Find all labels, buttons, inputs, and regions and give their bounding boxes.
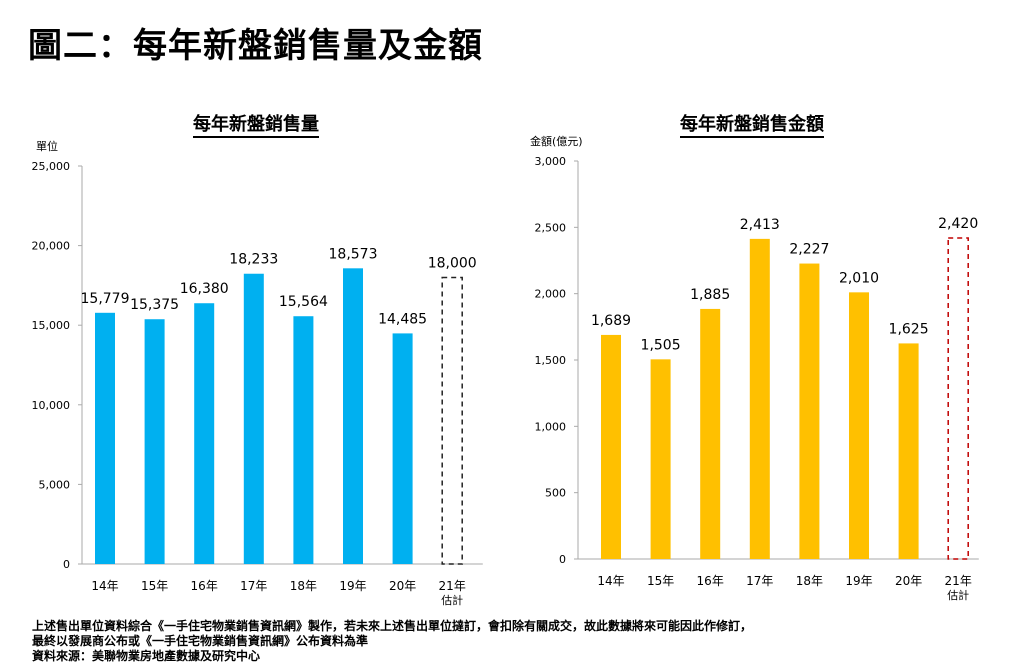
bar xyxy=(293,316,314,564)
data-label: 2,227 xyxy=(789,242,829,258)
data-label: 16,380 xyxy=(180,281,229,297)
bar-estimate xyxy=(441,276,463,565)
x-tick-label: 15年 xyxy=(141,579,168,593)
x-tick-label: 17年 xyxy=(746,574,773,588)
data-label: 15,779 xyxy=(81,291,130,307)
x-tick-label: 18年 xyxy=(290,579,317,593)
bar xyxy=(601,334,621,559)
y-tick-label: 2,500 xyxy=(535,221,567,234)
y-tick-label: 1,000 xyxy=(535,420,567,433)
y-tick-label: 1,500 xyxy=(535,354,567,367)
bar xyxy=(849,292,869,559)
y-tick-label: 5,000 xyxy=(39,478,71,491)
y-tick-label: 500 xyxy=(545,487,566,500)
data-label: 1,689 xyxy=(591,313,631,329)
data-label: 2,420 xyxy=(938,216,978,232)
x-tick-label: 17年 xyxy=(240,579,267,593)
y-tick-label: 10,000 xyxy=(32,399,71,412)
y-tick-label: 2,000 xyxy=(535,288,567,301)
y-axis-label: 單位 xyxy=(36,139,58,153)
bar xyxy=(144,319,165,564)
bar-estimate xyxy=(947,237,969,560)
data-label: 18,233 xyxy=(229,252,278,268)
chart-title-amount: 每年新盤銷售金額 xyxy=(680,114,824,138)
bar xyxy=(95,312,115,564)
y-tick-label: 0 xyxy=(63,558,70,571)
data-label: 1,885 xyxy=(690,287,730,303)
bar xyxy=(650,359,671,559)
x-tick-label: 20年 xyxy=(389,579,416,593)
x-tick-label: 14年 xyxy=(597,574,624,588)
bar xyxy=(343,268,363,564)
footnotes: 上述售出單位資料綜合《一手住宅物業銷售資訊網》製作，若未來上述售出單位撻訂，會扣… xyxy=(32,619,752,664)
x-tick-label: 16年 xyxy=(191,579,218,593)
chart-title-volume: 每年新盤銷售量 xyxy=(193,114,319,138)
data-label: 15,564 xyxy=(279,294,328,310)
y-tick-label: 25,000 xyxy=(32,160,71,173)
y-tick-label: 3,000 xyxy=(535,155,567,168)
data-label: 2,010 xyxy=(839,270,879,286)
data-label: 18,000 xyxy=(428,255,477,271)
bar xyxy=(749,238,770,559)
x-tick-label: 21年 xyxy=(439,579,466,593)
x-tick-label: 19年 xyxy=(339,579,366,593)
page-title: 圖二：每年新盤銷售量及金額 xyxy=(28,26,483,66)
bar xyxy=(392,333,413,564)
bar xyxy=(700,308,721,559)
data-label: 1,625 xyxy=(889,321,929,337)
x-tick-label: 16年 xyxy=(697,574,724,588)
bar xyxy=(898,343,919,559)
x-tick-label: 20年 xyxy=(895,574,922,588)
x-tick-label: 18年 xyxy=(796,574,823,588)
x-tick-sublabel: 估計 xyxy=(441,593,463,607)
y-axis-label: 金額(億元) xyxy=(530,134,583,148)
bar xyxy=(799,263,820,559)
y-tick-label: 0 xyxy=(559,553,566,566)
data-label: 1,505 xyxy=(641,337,681,353)
data-label: 18,573 xyxy=(329,246,378,262)
y-tick-label: 20,000 xyxy=(32,240,71,253)
x-tick-label: 19年 xyxy=(845,574,872,588)
bar xyxy=(243,273,264,564)
x-tick-label: 14年 xyxy=(91,579,118,593)
x-tick-label: 15年 xyxy=(647,574,674,588)
data-label: 15,375 xyxy=(130,297,179,313)
x-tick-label: 21年 xyxy=(945,574,972,588)
footnote: 最終以發展商公布或《一手住宅物業銷售資訊網》公布資料為準 xyxy=(32,634,369,648)
x-tick-sublabel: 估計 xyxy=(947,588,969,602)
footnote: 資料來源：美聯物業房地產數據及研究中心 xyxy=(32,649,261,663)
data-label: 2,413 xyxy=(740,217,780,233)
footnote: 上述售出單位資料綜合《一手住宅物業銷售資訊網》製作，若未來上述售出單位撻訂，會扣… xyxy=(32,619,753,633)
y-tick-label: 15,000 xyxy=(32,319,71,332)
data-label: 14,485 xyxy=(378,311,427,327)
bar xyxy=(194,303,215,564)
